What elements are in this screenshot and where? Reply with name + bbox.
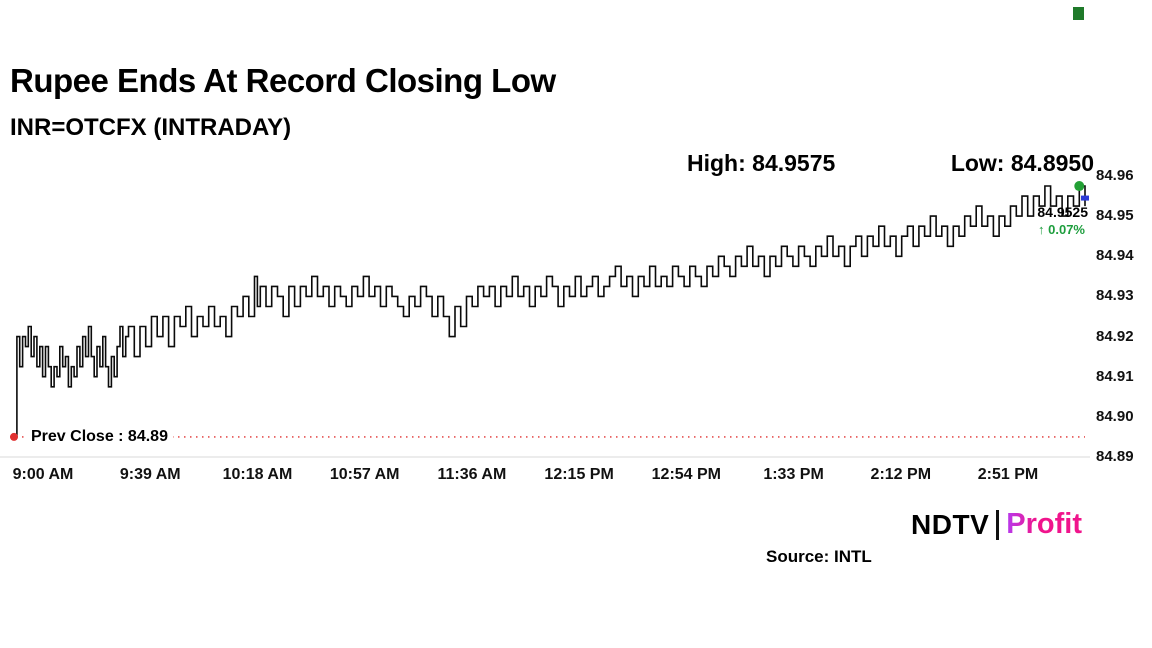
ndtv-profit-logo: NDTV Profit (911, 508, 1082, 541)
low-value-label: Low: 84.8950 (950, 150, 1094, 176)
price-line (14, 185, 1086, 438)
ndtv-wordmark: NDTV (911, 508, 990, 540)
end-high-marker-dot (1074, 181, 1085, 192)
x-axis-label: 9:39 AM (119, 466, 181, 483)
change-percent-label: ↑ 0.07% (1038, 222, 1085, 237)
x-axis-label: 10:57 AM (329, 466, 400, 483)
x-axis-label: 2:12 PM (870, 466, 932, 483)
x-axis-label: 2:51 PM (977, 466, 1039, 483)
logo-divider (996, 509, 1000, 540)
high-value-label: High: 84.9575 (687, 150, 836, 176)
y-axis-label: 84.93 (1096, 287, 1134, 305)
x-axis-label: 1:33 PM (763, 466, 824, 483)
y-axis-label: 84.96 (1096, 167, 1134, 184)
last-trade-marker (1081, 195, 1089, 201)
chart-subtitle: INR=OTCFX (INTRADAY) (10, 114, 292, 141)
y-axis-label: 84.91 (1096, 367, 1134, 385)
x-axis-label: 12:15 PM (544, 466, 614, 483)
prev-close-label: Prev Close : 84.89 (26, 426, 173, 447)
open-marker-dot (10, 432, 18, 441)
page-title: Rupee Ends At Record Closing Low (10, 62, 556, 99)
y-axis-label: 84.92 (1096, 327, 1134, 345)
x-axis-label: 10:18 AM (222, 466, 293, 483)
x-axis-label: 12:54 PM (651, 466, 722, 483)
source-label: Source: INTL (766, 547, 872, 566)
x-axis-label: 9:00 AM (12, 466, 74, 483)
last-price-label: 84.9525 (1037, 204, 1088, 220)
y-axis-label: 84.95 (1096, 207, 1134, 225)
y-axis-label: 84.94 (1096, 247, 1134, 265)
y-axis-label: 84.90 (1096, 407, 1134, 425)
profit-wordmark: Profit (1006, 508, 1082, 540)
y-axis-label: 84.89 (1096, 448, 1134, 465)
corner-green-dot (1073, 7, 1084, 20)
x-axis-label: 11:36 AM (437, 466, 507, 483)
